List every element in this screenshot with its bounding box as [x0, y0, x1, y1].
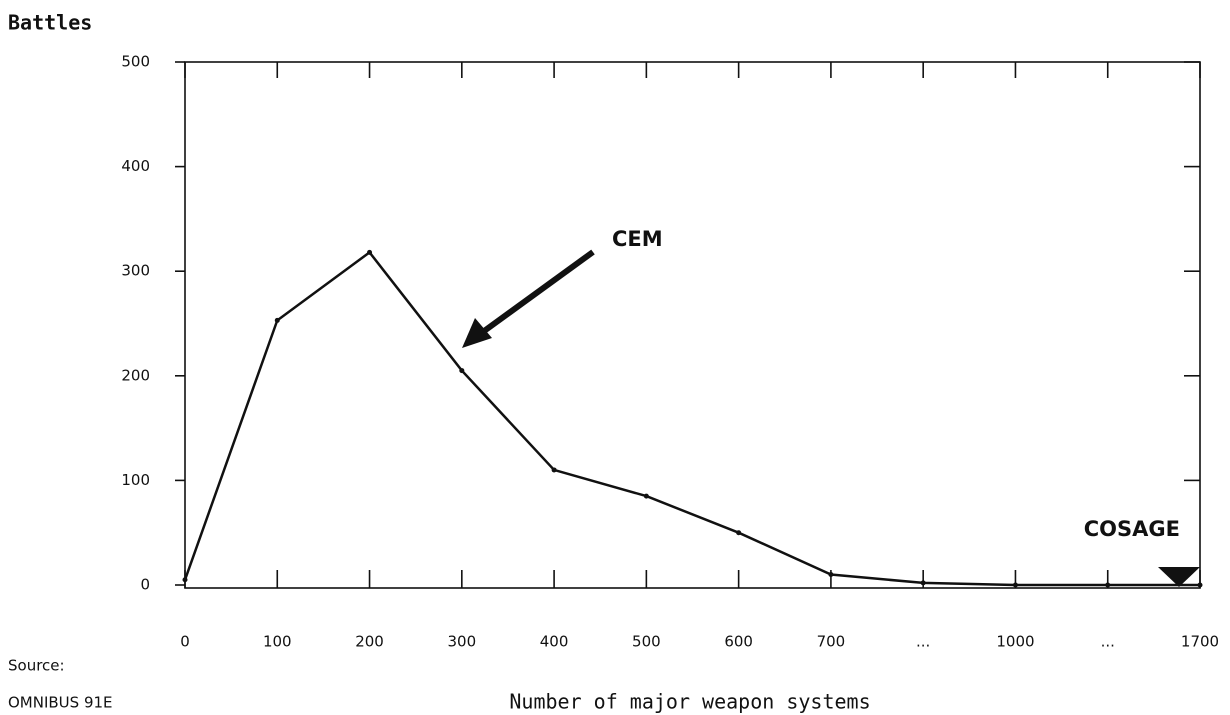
x-tick-label: 300 [447, 633, 476, 651]
x-tick-label: 0 [180, 633, 190, 651]
data-point [828, 572, 834, 578]
source-label: Source: [8, 657, 65, 675]
data-point [736, 530, 742, 536]
data-line [183, 250, 1200, 587]
x-tick-label: 1000 [996, 633, 1034, 651]
data-point [367, 249, 373, 255]
annotation: CEM [612, 227, 663, 251]
data-point [274, 317, 280, 323]
cosage-marker [1158, 567, 1200, 587]
y-tick-label: 400 [121, 157, 150, 175]
x-tick-label: ... [916, 633, 930, 651]
x-tick-label: ... [1101, 633, 1115, 651]
y-axis-title: Battles [8, 11, 92, 35]
data-point [182, 577, 188, 583]
x-axis-title: Number of major weapon systems [509, 690, 870, 714]
x-tick-label: 400 [540, 633, 569, 651]
y-tick-label: 200 [121, 366, 150, 384]
y-tick-label: 0 [140, 576, 150, 594]
data-point [1012, 582, 1018, 588]
y-tick-label: 300 [121, 262, 150, 280]
x-tick-label: 100 [263, 633, 292, 651]
plot-frame [184, 61, 1201, 589]
data-point [551, 467, 557, 473]
x-tick-label: 700 [817, 633, 846, 651]
data-point [1105, 582, 1111, 588]
x-tick-label: 500 [632, 633, 661, 651]
data-point [1197, 582, 1203, 588]
x-tick-label: 600 [724, 633, 753, 651]
data-point [920, 580, 926, 586]
x-tick-label: 1700 [1181, 633, 1219, 651]
x-tick-label: 200 [355, 633, 384, 651]
data-point [643, 493, 649, 499]
y-tick-label: 100 [121, 471, 150, 489]
data-point [459, 368, 465, 374]
source: OMNIBUS 91E [8, 694, 113, 712]
annotation: COSAGE [1084, 517, 1180, 541]
y-tick-label: 500 [121, 53, 150, 71]
cem-arrow [462, 249, 595, 348]
